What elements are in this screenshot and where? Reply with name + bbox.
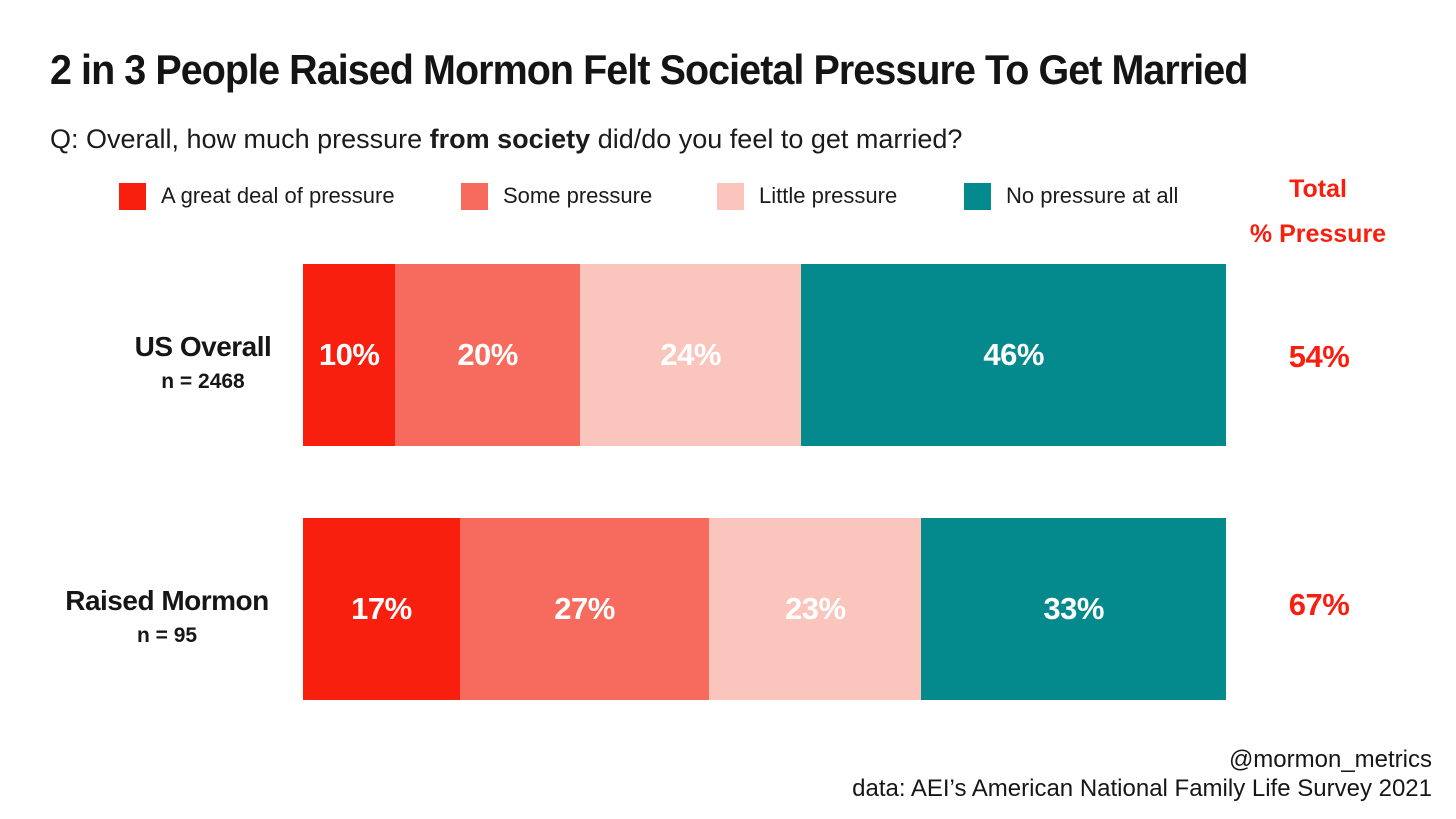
bar-segment: 23%: [709, 518, 922, 700]
bar-segment-value: 20%: [457, 337, 518, 372]
author-handle: @mormon_metrics: [1228, 746, 1432, 773]
row-label-us-overall: US Overall n = 2468: [88, 331, 318, 393]
legend-swatch-icon: [717, 182, 744, 210]
bar-segment: 46%: [801, 264, 1226, 446]
legend-item-some-pressure: Some pressure: [461, 182, 652, 210]
totals-header-line2: % Pressure: [1249, 220, 1387, 248]
bar-segment: 27%: [459, 518, 710, 700]
chart-title: 2 in 3 People Raised Mormon Felt Societa…: [50, 46, 1248, 93]
sample-size-label: n = 95: [136, 624, 198, 647]
bar-segment-value: 27%: [554, 591, 615, 626]
chart-question: Q: Overall, how much pressure from socie…: [50, 124, 962, 155]
bar-segment-value: 23%: [784, 591, 846, 626]
question-suffix: did/do you feel to get married?: [590, 124, 963, 154]
total-pressure-value: 54%: [1288, 339, 1350, 374]
legend-label: Little pressure: [759, 183, 898, 208]
category-label: US Overall: [134, 331, 272, 362]
legend-item-great-deal: A great deal of pressure: [119, 182, 395, 210]
legend-label: A great deal of pressure: [161, 183, 395, 208]
stacked-bar-us-overall: 10% 20% 24% 46%: [303, 264, 1226, 446]
stacked-bar-raised-mormon: 17% 27% 23% 33%: [303, 518, 1226, 700]
question-emphasis: from society: [429, 124, 591, 154]
totals-column-header: Total % Pressure: [1244, 177, 1392, 247]
legend-swatch-icon: [119, 182, 146, 210]
totals-header-line1: Total: [1289, 175, 1347, 203]
bar-segment-value: 17%: [351, 591, 412, 626]
legend-label: Some pressure: [503, 183, 653, 208]
row-label-raised-mormon: Raised Mormon n = 95: [52, 585, 282, 647]
legend-item-no-pressure: No pressure at all: [964, 182, 1178, 210]
bar-segment-value: 33%: [1043, 591, 1104, 626]
total-pressure-value: 67%: [1288, 587, 1350, 622]
bar-segment-value: 24%: [660, 337, 721, 372]
bar-segment: 17%: [303, 518, 460, 700]
data-source: data: AEI’s American National Family Lif…: [852, 775, 1432, 802]
legend-label: No pressure at all: [1006, 183, 1179, 208]
legend-item-little-pressure: Little pressure: [717, 182, 897, 210]
bar-segment: 10%: [303, 264, 396, 446]
bar-segment: 33%: [921, 518, 1226, 700]
bar-segment-value: 46%: [983, 337, 1044, 372]
question-prefix: Q: Overall, how much pressure: [50, 124, 430, 154]
bar-segment-value: 10%: [318, 337, 380, 372]
bar-segment: 20%: [395, 264, 580, 446]
legend-swatch-icon: [461, 182, 488, 210]
legend-swatch-icon: [964, 182, 991, 210]
sample-size-label: n = 2468: [161, 370, 245, 393]
bar-segment: 24%: [579, 264, 802, 446]
attribution-footer: @mormon_metrics data: AEI’s American Nat…: [852, 745, 1432, 803]
category-label: Raised Mormon: [65, 585, 269, 616]
